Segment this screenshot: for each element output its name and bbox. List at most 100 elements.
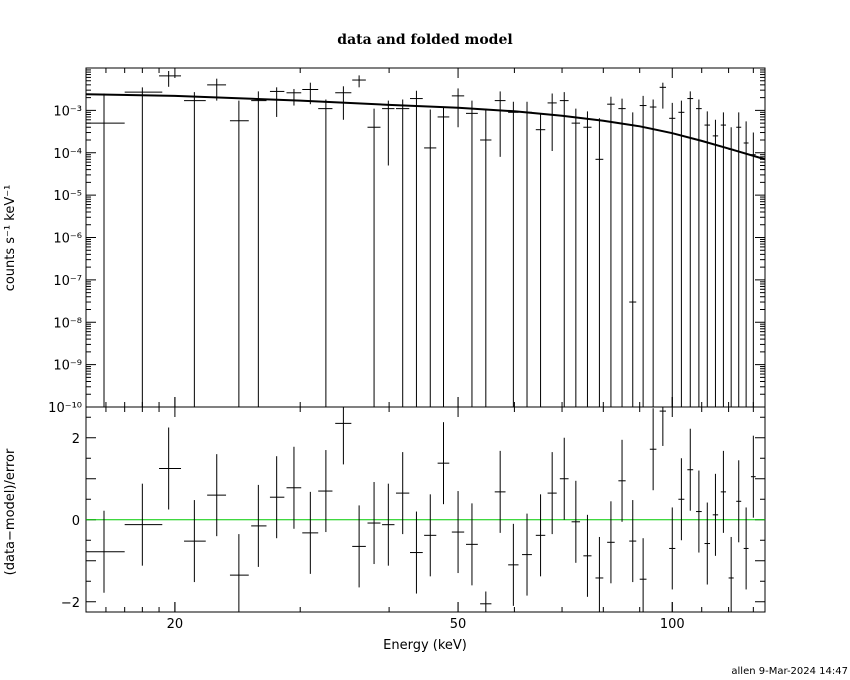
data-point <box>559 92 569 407</box>
residual-point <box>696 470 702 553</box>
y-tick-label-top: 10⁻¹⁰ <box>48 401 82 416</box>
data-point <box>494 91 506 157</box>
data-point <box>318 99 333 407</box>
residual-point <box>736 460 742 543</box>
data-point <box>669 102 676 407</box>
data-point <box>302 82 319 105</box>
data-point <box>535 113 546 407</box>
residual-point <box>229 534 249 612</box>
residual-point <box>750 435 756 518</box>
y-tick-label-top: 10⁻⁴ <box>53 147 82 162</box>
data-point <box>335 86 352 120</box>
data-point <box>508 101 519 407</box>
residual-point <box>494 450 506 533</box>
y-axis-label-bottom: (data−model)/error <box>3 448 18 575</box>
residual-point <box>124 483 163 566</box>
y-tick-label-top: 10⁻⁶ <box>53 232 82 247</box>
data-point <box>629 112 637 407</box>
residual-point <box>659 407 667 446</box>
data-point <box>410 90 423 407</box>
data-point <box>124 87 163 407</box>
residual-point <box>352 505 366 588</box>
data-point <box>607 96 615 407</box>
top-plot-frame <box>85 67 766 408</box>
data-point <box>437 107 450 407</box>
residual-point <box>639 538 647 612</box>
data-point <box>750 132 756 407</box>
data-point <box>639 95 647 407</box>
model-curve <box>85 93 766 161</box>
residual-point <box>335 407 352 465</box>
x-tick-label: 100 <box>660 617 685 632</box>
data-point <box>207 78 227 101</box>
residual-point <box>424 494 437 577</box>
residual-panel: 20−220 50 100 <box>61 406 766 632</box>
y-tick-label-top: 10⁻³ <box>53 104 82 119</box>
residual-point <box>720 450 727 533</box>
residual-point <box>687 428 694 511</box>
residual-point <box>184 500 206 583</box>
residual-point <box>367 482 381 565</box>
data-point <box>687 91 694 407</box>
data-point <box>659 82 667 109</box>
residual-point <box>669 507 676 590</box>
data-point <box>678 100 685 407</box>
residual-point <box>302 491 319 574</box>
residual-point <box>547 452 557 535</box>
data-point <box>251 91 267 407</box>
data-point <box>465 100 478 407</box>
residual-point <box>743 507 749 590</box>
residual-point <box>159 427 182 510</box>
y-tick-label-top: 10⁻⁹ <box>53 359 82 374</box>
data-point <box>704 111 711 407</box>
residual-point <box>86 510 125 593</box>
residual-point <box>286 446 302 529</box>
data-point <box>743 121 749 407</box>
residual-point <box>451 491 465 574</box>
x-tick-label: 20 <box>167 617 184 632</box>
bottom-plot-frame <box>85 406 766 613</box>
data-point <box>712 119 719 407</box>
data-point <box>618 98 626 407</box>
residual-point <box>649 408 657 491</box>
residual-point <box>728 536 734 612</box>
spectrum-panel: 10⁻³ 10⁻⁴ 10⁻⁵ 10⁻⁶ 10⁻⁷ 10⁻⁸ 10⁻⁹ 10⁻¹⁰ <box>48 67 766 416</box>
y-axis-label-top: counts s⁻¹ keV⁻¹ <box>3 185 18 292</box>
residual-point <box>508 523 519 606</box>
data-point <box>583 111 592 407</box>
residual-point <box>382 483 395 566</box>
residual-point <box>437 422 450 505</box>
data-point <box>736 112 742 407</box>
data-point <box>159 70 182 87</box>
data-point <box>352 75 366 88</box>
data-point <box>720 112 727 407</box>
footer-timestamp: allen 9-Mar-2024 14:47 <box>731 666 848 677</box>
residual-point <box>629 500 637 583</box>
y-tick-label-bottom: 0 <box>72 514 80 529</box>
residual-point <box>704 502 711 585</box>
residual-point <box>712 473 719 556</box>
residual-point <box>318 450 333 533</box>
chart-title: data and folded model <box>337 32 512 48</box>
residual-point <box>251 484 267 567</box>
residual-point <box>583 514 592 597</box>
data-point <box>86 93 125 407</box>
data-point <box>451 88 465 128</box>
data-point <box>547 93 557 151</box>
residual-point <box>678 458 685 541</box>
data-point <box>696 99 702 407</box>
data-point <box>480 108 492 407</box>
residual-point <box>269 456 285 539</box>
data-point <box>395 99 410 407</box>
data-point <box>286 88 302 106</box>
y-tick-label-top: 10⁻⁵ <box>53 189 82 204</box>
residual-point <box>480 591 492 612</box>
data-point <box>269 87 285 117</box>
data-point <box>571 108 581 407</box>
data-point <box>229 100 249 407</box>
residual-point <box>595 536 604 612</box>
data-point <box>367 108 381 407</box>
residual-point <box>410 511 423 594</box>
data-point <box>728 127 734 407</box>
